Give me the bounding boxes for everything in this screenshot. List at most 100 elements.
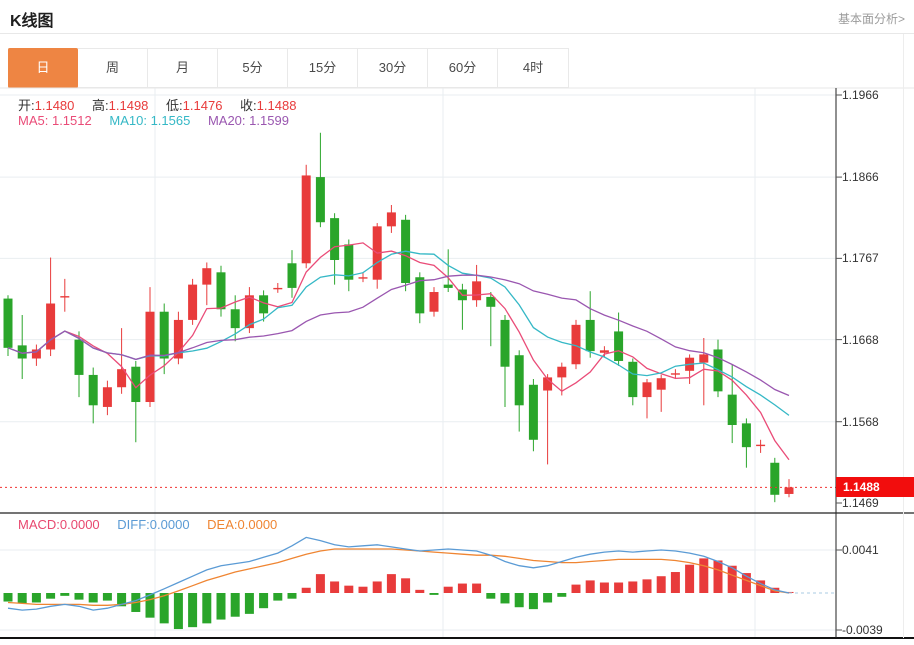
candle — [670, 369, 680, 380]
dea-value: 0.0000 — [237, 517, 278, 532]
candle — [3, 295, 13, 357]
ma5-label: MA5: — [18, 113, 49, 128]
open-value: 1.1480 — [34, 98, 75, 113]
candle — [599, 346, 609, 358]
title-divider — [0, 33, 914, 34]
tab-day[interactable]: 日 — [8, 48, 78, 88]
candle — [401, 214, 411, 292]
price-axis-label: 1.1966 — [842, 88, 879, 102]
diff-line — [7, 536, 790, 611]
diff-value: 0.0000 — [149, 517, 190, 532]
ma5-value: 1.1512 — [51, 113, 92, 128]
candle — [372, 223, 382, 289]
ma20-label: MA20: — [207, 113, 246, 128]
tab-month[interactable]: 月 — [148, 49, 218, 87]
candle — [443, 249, 453, 293]
candle — [358, 272, 368, 283]
candle — [685, 354, 695, 384]
ma5-line — [7, 242, 790, 461]
candle — [202, 262, 212, 306]
close-value: 1.1488 — [256, 98, 297, 113]
candle — [628, 358, 638, 406]
close-label: 收: — [240, 98, 257, 113]
candle — [330, 213, 340, 285]
page-title: K线图 — [10, 13, 54, 30]
price-axis-label: 1.1568 — [842, 414, 879, 429]
tab-30min[interactable]: 30分 — [358, 49, 428, 87]
candle — [642, 379, 652, 419]
candle — [273, 282, 283, 293]
dea-line — [7, 548, 790, 606]
candle — [585, 291, 595, 358]
candle — [31, 344, 41, 366]
interval-tabs: 日 周 月 5分 15分 30分 60分 4时 — [8, 48, 569, 88]
candle — [88, 367, 98, 424]
candle — [145, 287, 155, 407]
candle — [17, 315, 27, 380]
candle — [301, 164, 311, 269]
ma20-value: 1.1599 — [249, 113, 289, 128]
candle — [216, 265, 226, 317]
candle — [46, 257, 56, 357]
high-label: 高: — [92, 98, 109, 113]
macd-histogram-layer — [3, 558, 794, 630]
low-value: 1.1476 — [182, 98, 223, 113]
diff-label: DIFF: — [117, 517, 150, 532]
tab-15min[interactable]: 15分 — [288, 49, 358, 87]
candle — [500, 315, 510, 407]
tab-week[interactable]: 周 — [78, 49, 148, 87]
ma10-line — [7, 250, 790, 416]
candle — [159, 303, 169, 375]
candle — [259, 290, 269, 322]
open-label: 开: — [18, 98, 35, 113]
ohlc-legend: 开:1.1480 高:1.1498 低:1.1476 收:1.1488 — [18, 95, 310, 114]
dea-label: DEA: — [207, 517, 238, 532]
candle — [60, 278, 70, 312]
candle — [699, 337, 709, 406]
candle — [287, 250, 297, 298]
candle — [344, 239, 354, 292]
price-axis-label: 1.1767 — [842, 251, 879, 266]
candle — [117, 328, 127, 394]
candle — [429, 287, 439, 317]
macd-label: MACD: — [18, 517, 60, 532]
tab-60min[interactable]: 60分 — [428, 49, 498, 87]
low-label: 低: — [166, 98, 183, 113]
grid-layer — [0, 88, 836, 638]
price-axis-label: 1.1668 — [842, 332, 879, 347]
candles-layer — [3, 132, 794, 503]
price-axis-label: 1.1866 — [842, 170, 879, 185]
price-axis-floor-label: 1.1469 — [842, 496, 879, 510]
candle — [784, 479, 794, 498]
candle — [514, 350, 524, 432]
ma20-line — [7, 274, 790, 397]
candle — [315, 132, 325, 228]
candle — [188, 278, 198, 325]
candle — [741, 418, 751, 468]
macd-legend: MACD:0.0000 DIFF:0.0000 DEA:0.0000 — [18, 517, 291, 532]
candle — [74, 331, 84, 398]
macd-value: 0.0000 — [59, 517, 100, 532]
candle — [386, 205, 396, 233]
candle — [557, 362, 567, 396]
candle — [173, 311, 183, 365]
ma10-value: 1.1565 — [150, 113, 191, 128]
macd-axis-label-low: -0.0039 — [842, 623, 883, 637]
candle — [770, 457, 780, 503]
candle — [543, 374, 553, 465]
macd-axis-label-high: 0.0041 — [842, 543, 879, 557]
tab-4hour[interactable]: 4时 — [498, 49, 568, 87]
candle — [756, 439, 766, 453]
fundamental-analysis-link[interactable]: 基本面分析> — [837, 12, 905, 26]
candle — [571, 319, 581, 370]
candle — [528, 379, 538, 452]
candle — [656, 374, 666, 412]
high-value: 1.1498 — [108, 98, 149, 113]
candle — [131, 360, 141, 443]
candle — [614, 312, 624, 366]
last-price-badge: 1.1488 — [836, 477, 914, 497]
candle — [486, 292, 496, 347]
tab-5min[interactable]: 5分 — [218, 49, 288, 87]
